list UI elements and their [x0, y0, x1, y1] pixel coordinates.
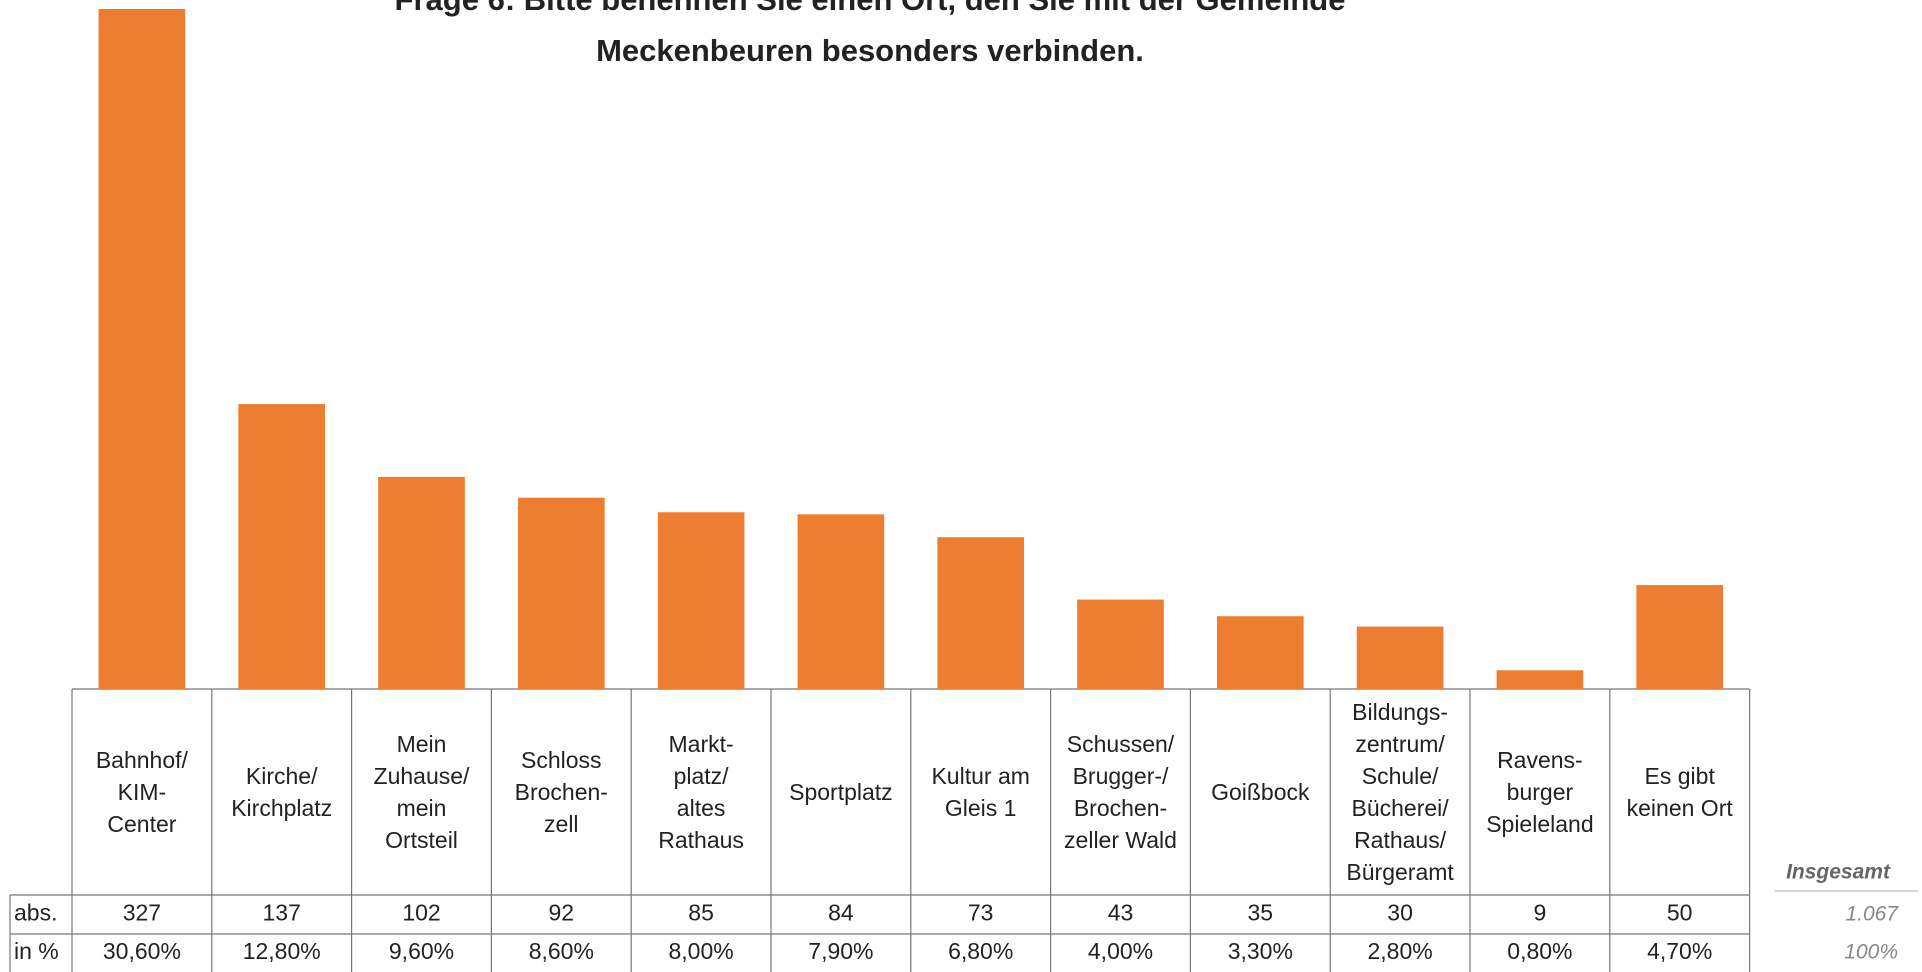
percent-value: 6,80% [948, 938, 1013, 964]
bar [1636, 585, 1724, 689]
category-label: Kultur am Gleis 1 [931, 763, 1029, 821]
category-label: Schloss Brochen-zell [515, 747, 608, 837]
bar [98, 9, 186, 689]
row-label: in % [14, 938, 59, 964]
abs-value: 84 [828, 900, 854, 926]
abs-value: 102 [402, 900, 440, 926]
percent-value: 3,30% [1228, 938, 1293, 964]
category-label: Ravens-burger Spieleland [1486, 747, 1593, 837]
category-label: Bahnhof/KIM-Center [96, 747, 189, 837]
total-label: Insgesamt [1786, 861, 1891, 884]
abs-value: 43 [1108, 900, 1134, 926]
bar [937, 537, 1025, 689]
bar [378, 476, 465, 689]
abs-value: 137 [263, 900, 301, 926]
percent-value: 9,60% [389, 938, 454, 964]
abs-value: 327 [123, 900, 161, 926]
category-label: Kirche/Kirchplatz [231, 763, 332, 821]
category-label: Schussen/Brugger-/Brochen-zeller Wald [1064, 731, 1177, 853]
bar [797, 514, 885, 689]
abs-value: 50 [1667, 900, 1693, 926]
abs-value: 92 [549, 900, 575, 926]
category-label: Markt-platz/altes Rathaus [658, 731, 744, 853]
total-abs: 1.067 [1845, 903, 1899, 926]
bar [1077, 599, 1164, 689]
total-percent: 100% [1844, 941, 1898, 964]
category-label: Es gibt keinen Ort [1627, 763, 1734, 821]
percent-value: 7,90% [808, 938, 873, 964]
abs-value: 30 [1387, 900, 1413, 926]
category-label: Goißbock [1211, 779, 1310, 805]
category-label: Bildungs-zentrum/Schule/Bücherei/Rathaus… [1346, 699, 1454, 885]
abs-value: 35 [1248, 900, 1274, 926]
category-label: Mein Zuhause/mein Ortsteil [374, 731, 471, 853]
bar [517, 497, 605, 689]
percent-value: 4,70% [1647, 938, 1712, 964]
category-label: Sportplatz [789, 779, 893, 805]
abs-value: 85 [688, 900, 714, 926]
chart-title: Frage 6: Bitte benennen Sie einen Ort, d… [395, 0, 1346, 17]
percent-value: 8,60% [529, 938, 594, 964]
row-label: abs. [14, 900, 57, 926]
percent-value: 30,60% [103, 938, 181, 964]
bar [238, 404, 326, 689]
chart-title: Meckenbeuren besonders verbinden. [596, 33, 1144, 68]
percent-value: 0,80% [1507, 938, 1572, 964]
abs-value: 73 [968, 900, 994, 926]
bar [657, 512, 745, 689]
bar [1356, 626, 1444, 689]
percent-value: 8,00% [668, 938, 733, 964]
percent-value: 2,80% [1367, 938, 1432, 964]
percent-value: 12,80% [243, 938, 321, 964]
abs-value: 9 [1534, 900, 1547, 926]
percent-value: 4,00% [1088, 938, 1153, 964]
bar [1216, 616, 1304, 689]
bar [1496, 670, 1584, 689]
